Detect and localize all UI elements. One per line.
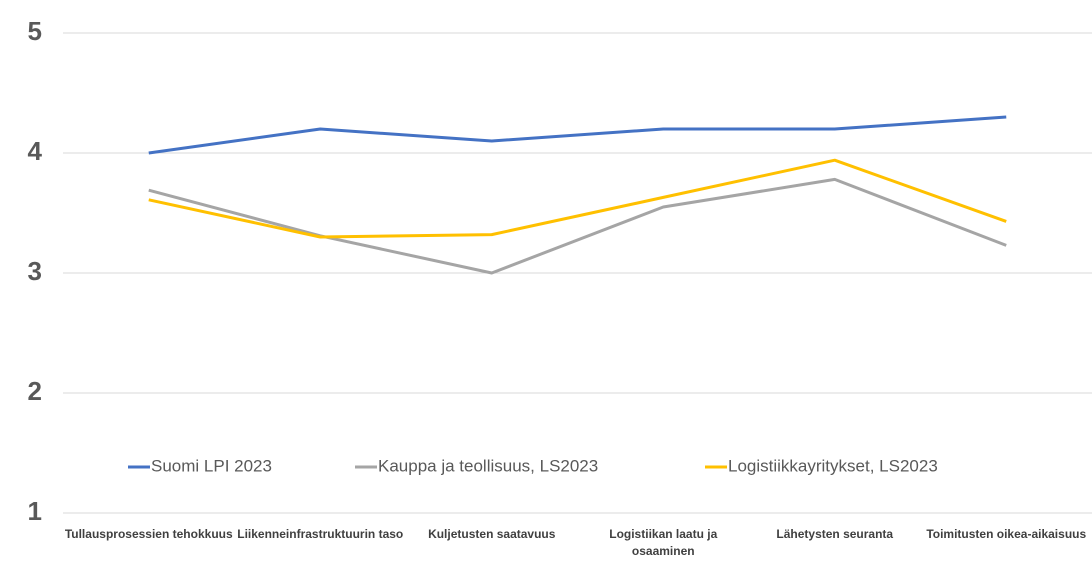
y-tick-label: 4 (28, 136, 43, 166)
legend-label: Kauppa ja teollisuus, LS2023 (378, 456, 598, 475)
y-tick-label: 2 (28, 376, 42, 406)
x-tick-label: Logistiikan laatu ja osaaminen (609, 527, 718, 558)
x-tick-label: Kuljetusten saatavuus (428, 527, 556, 541)
x-tick-label: Tullausprosessien tehokkuus (64, 527, 233, 541)
legend-label: Suomi LPI 2023 (151, 456, 272, 475)
series-line (148, 158, 1007, 239)
series-line (148, 177, 1007, 275)
y-tick-label: 3 (28, 256, 42, 286)
legend-label: Logistiikkayritykset, LS2023 (728, 456, 938, 475)
y-tick-label: 5 (28, 16, 42, 46)
x-tick-label: Toimitusten oikea-aikaisuus (926, 527, 1087, 541)
x-tick-label: Lähetysten seuranta (776, 527, 894, 541)
series-line (148, 115, 1007, 155)
y-tick-label: 1 (28, 496, 42, 526)
x-tick-label: Liikenneinfrastruktuurin taso (237, 527, 404, 541)
